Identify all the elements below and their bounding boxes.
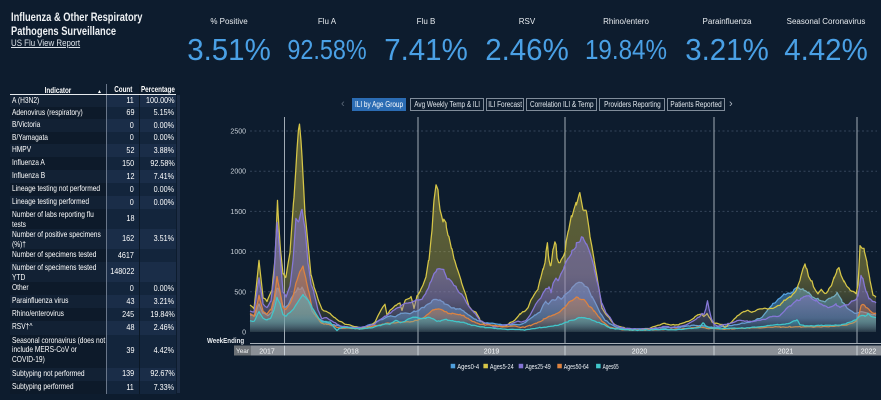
svg-text:Ages5-24: Ages5-24 xyxy=(490,362,514,371)
svg-text:Year: Year xyxy=(236,348,250,355)
svg-text:2018: 2018 xyxy=(343,349,359,356)
svg-text:Ages25-49: Ages25-49 xyxy=(525,362,551,371)
svg-text:0: 0 xyxy=(242,330,246,337)
svg-text:Ages0-4: Ages0-4 xyxy=(457,362,479,371)
svg-text:1500: 1500 xyxy=(230,209,246,216)
svg-text:2020: 2020 xyxy=(632,349,648,356)
svg-text:2000: 2000 xyxy=(230,169,246,176)
svg-text:WeekEnding: WeekEnding xyxy=(207,336,245,345)
svg-text:2017: 2017 xyxy=(259,349,275,356)
svg-text:500: 500 xyxy=(234,289,246,296)
svg-text:2022: 2022 xyxy=(861,349,877,356)
svg-text:2019: 2019 xyxy=(484,349,500,356)
svg-text:2500: 2500 xyxy=(230,129,246,136)
svg-text:Ages50-64: Ages50-64 xyxy=(564,362,589,371)
svg-text:1000: 1000 xyxy=(230,249,246,256)
svg-text:Ages65: Ages65 xyxy=(603,362,619,371)
svg-text:2021: 2021 xyxy=(778,349,794,356)
